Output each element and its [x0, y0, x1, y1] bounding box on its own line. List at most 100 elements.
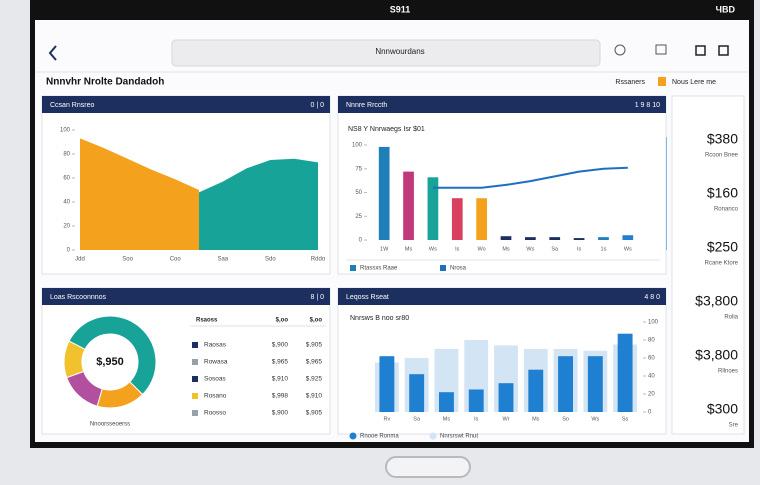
icon-button[interactable] — [718, 45, 729, 56]
icon-button[interactable] — [695, 45, 706, 56]
y-tick-label: 75 — [355, 166, 362, 172]
y-tick-label: 60 — [63, 176, 70, 182]
x-tick-label: Sa — [413, 416, 421, 422]
row-swatch — [192, 410, 198, 416]
kpi-value: $380 — [707, 131, 738, 147]
x-tick-label: Ss — [622, 416, 629, 422]
panel-controls[interactable]: 8 | 0 — [311, 294, 325, 301]
panel-title: Loas Rscoonnnos — [50, 294, 107, 301]
y-tick-label: 0 — [648, 410, 652, 416]
panel-header — [42, 96, 330, 113]
x-tick-label: Saa — [217, 257, 228, 263]
sidebar — [671, 95, 745, 435]
x-tick-label: 1s — [601, 246, 607, 252]
x-tick-label: Ws — [591, 416, 599, 422]
row-swatch — [192, 359, 198, 365]
panel-title: Ccsan Rnsreo — [50, 102, 94, 109]
bar — [617, 333, 633, 412]
x-tick-label: Is — [474, 416, 479, 422]
chart-subtitle: NS8 Y Nnrwaegs Isr $01 — [348, 126, 425, 133]
area — [199, 158, 318, 250]
filter-label[interactable]: Rssaners — [615, 79, 645, 86]
table-cell: $,925 — [306, 376, 323, 383]
y-tick-label: 60 — [648, 356, 655, 362]
table-cell: Rosano — [204, 393, 227, 400]
panel-header — [338, 288, 666, 305]
legend-label: Nnrsrswt Rnut — [440, 434, 478, 440]
row-swatch — [192, 342, 198, 348]
x-tick-label: Sa — [551, 246, 559, 252]
legend-label: Rnooe Ronma — [360, 434, 399, 440]
row-swatch — [192, 393, 198, 399]
address-bar[interactable] — [171, 39, 601, 67]
x-tick-label: So — [562, 416, 569, 422]
y-tick-label: 100 — [648, 320, 659, 326]
user-label[interactable]: Nous Lere me — [672, 79, 716, 86]
table-header: $,oo — [276, 318, 289, 324]
donut-slice — [63, 340, 86, 379]
x-tick-label: Rddo — [311, 257, 326, 263]
kpi-value: $250 — [707, 239, 738, 255]
legend-swatch — [349, 432, 357, 440]
table-cell: Raosas — [204, 342, 227, 349]
y-tick-label: 100 — [352, 143, 363, 149]
x-tick-label: Is — [455, 246, 460, 252]
bar — [379, 356, 395, 412]
legend-swatch — [429, 432, 437, 440]
panel-controls[interactable]: 4 8 0 — [644, 294, 660, 301]
y-tick-label: 80 — [63, 152, 70, 158]
icon-button[interactable] — [614, 44, 626, 56]
x-tick-label: Wr — [503, 416, 510, 422]
x-tick-label: 1W — [380, 246, 389, 252]
kpi-value: $160 — [707, 185, 738, 201]
panel-controls[interactable]: 1 9 8 10 — [635, 102, 660, 109]
back-button[interactable] — [48, 45, 57, 61]
x-tick-label: Coo — [170, 257, 182, 263]
x-tick-label: Jdd — [75, 257, 85, 263]
donut-center: $,950 — [96, 356, 124, 368]
chart-subtitle: Nnrsws B noo sr80 — [350, 315, 409, 322]
bar — [500, 236, 512, 240]
x-tick-label: Ws — [624, 246, 632, 252]
panel-title: Leqoss Rseat — [346, 294, 389, 301]
home-button[interactable] — [385, 456, 471, 478]
panel-controls[interactable]: 0 | 0 — [311, 102, 325, 109]
bar — [528, 369, 544, 412]
donut-slice — [68, 315, 157, 396]
address-text: Nnnwourdans — [375, 47, 424, 56]
icon-button[interactable] — [655, 44, 667, 55]
table-cell: $,900 — [272, 342, 289, 349]
table-cell: Roosso — [204, 410, 226, 417]
bar — [409, 374, 425, 412]
panel — [41, 287, 331, 435]
kpi-label: Rllnoes — [718, 369, 738, 375]
kpi-value: $3,800 — [695, 293, 738, 309]
status-icons: ЧВD — [716, 4, 736, 14]
legend-label: Nrosa — [450, 266, 467, 272]
table-cell: $,965 — [306, 359, 323, 366]
kpi-label: Rolia — [724, 315, 738, 321]
row-swatch — [192, 376, 198, 382]
bar — [378, 146, 390, 240]
y-tick-label: 100 — [60, 128, 71, 134]
kpi-label: Ronanco — [714, 207, 739, 213]
legend-label: Rtassxs Raae — [360, 266, 398, 272]
donut-caption: Nnoorsseoerss — [90, 422, 130, 428]
x-tick-label: Ms — [443, 416, 451, 422]
bar — [498, 383, 514, 412]
x-tick-label: Sdo — [265, 257, 276, 263]
y-tick-label: 25 — [355, 214, 362, 220]
kpi-label: Sre — [729, 423, 739, 429]
y-tick-label: 0 — [67, 248, 71, 254]
x-tick-label: Ms — [502, 246, 510, 252]
y-tick-label: 0 — [359, 238, 363, 244]
table-cell: $,965 — [272, 359, 289, 366]
table-cell: Sosoas — [204, 376, 226, 383]
table-cell: Rowasa — [204, 359, 228, 366]
legend-swatch — [350, 265, 356, 271]
kpi-value: $300 — [707, 401, 738, 417]
table-cell: $,998 — [272, 393, 289, 400]
kpi-label: Rcoon Bnee — [705, 153, 739, 159]
bar — [549, 237, 561, 240]
